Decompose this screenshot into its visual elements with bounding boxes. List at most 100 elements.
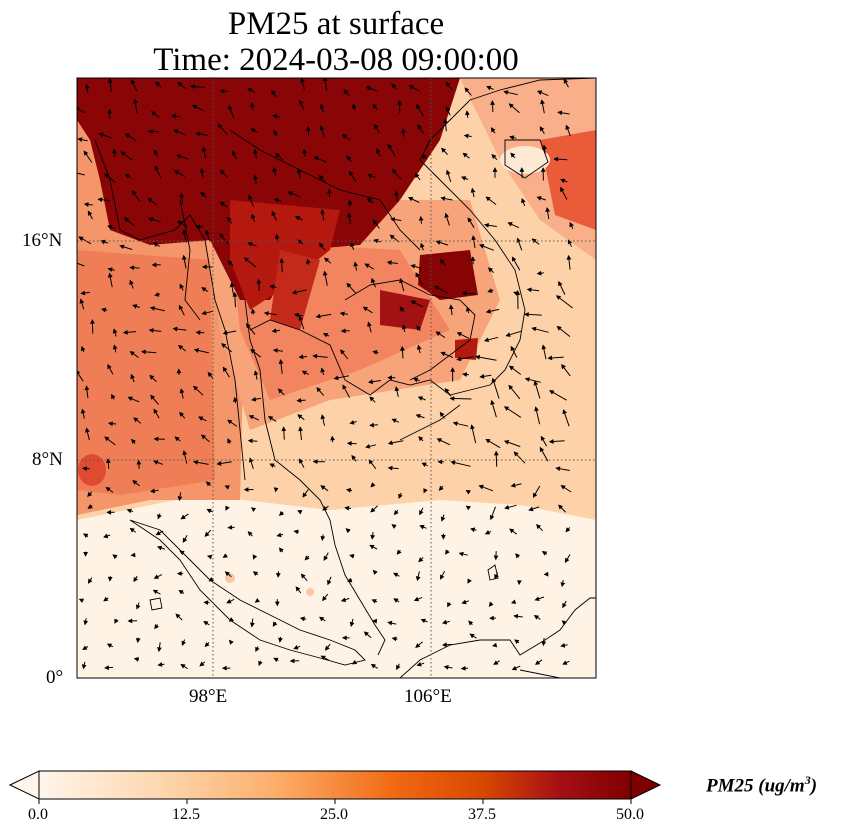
wind-arrowhead bbox=[536, 90, 543, 95]
wind-arrowhead bbox=[491, 377, 497, 383]
wind-arrowhead bbox=[312, 459, 318, 465]
wind-arrowhead bbox=[279, 257, 285, 263]
wind-arrowhead bbox=[112, 148, 117, 154]
lon-tick-98e: 98°E bbox=[189, 686, 228, 707]
wind-arrowhead bbox=[371, 599, 377, 604]
wind-arrowhead bbox=[396, 664, 401, 671]
wind-arrowhead bbox=[418, 557, 424, 563]
wind-arrowhead bbox=[479, 373, 485, 379]
wind-arrowhead bbox=[549, 390, 555, 395]
wind-arrowhead bbox=[77, 260, 78, 262]
wind-arrowhead bbox=[440, 516, 446, 522]
wind-arrowhead bbox=[250, 128, 256, 133]
wind-arrowhead bbox=[327, 579, 332, 586]
wind-arrowhead bbox=[465, 306, 471, 312]
wind-arrowhead bbox=[299, 99, 304, 105]
wind-arrowhead bbox=[156, 545, 163, 551]
wind-arrowhead bbox=[126, 508, 132, 514]
wind-arrowhead bbox=[365, 85, 371, 91]
wind-arrowhead bbox=[297, 414, 303, 420]
wind-arrowhead bbox=[349, 420, 355, 425]
wind-arrowhead bbox=[147, 129, 153, 134]
wind-arrowhead bbox=[493, 450, 499, 456]
wind-arrowhead bbox=[561, 620, 567, 626]
wind-arrowhead bbox=[225, 505, 230, 511]
wind-arrowhead bbox=[465, 110, 470, 116]
wind-arrowhead bbox=[460, 176, 467, 181]
wind-arrowhead bbox=[420, 618, 426, 624]
wind-arrowhead bbox=[289, 658, 295, 664]
wind-arrowhead bbox=[415, 576, 421, 582]
wind-arrowhead bbox=[179, 283, 185, 289]
wind-arrowhead bbox=[410, 264, 416, 269]
wind-arrowhead bbox=[316, 387, 322, 393]
wind-arrowhead bbox=[253, 370, 259, 376]
wind-arrowhead bbox=[252, 554, 258, 560]
wind-arrowhead bbox=[465, 505, 471, 511]
wind-arrowhead bbox=[207, 371, 213, 378]
wind-arrowhead bbox=[147, 197, 153, 203]
wind-arrowhead bbox=[82, 466, 88, 471]
wind-arrowhead bbox=[330, 435, 335, 441]
lat-tick-16n: 16°N bbox=[22, 230, 63, 251]
wind-arrowhead bbox=[248, 415, 254, 420]
wind-arrowhead bbox=[177, 496, 183, 502]
wind-arrowhead bbox=[439, 258, 445, 265]
wind-arrowhead bbox=[505, 332, 511, 337]
wind-arrowhead bbox=[569, 221, 574, 228]
wind-arrowhead bbox=[543, 571, 549, 577]
colorbar-label: PM25 (ug/m3) bbox=[706, 773, 817, 797]
wind-arrowhead bbox=[503, 406, 510, 411]
wind-arrowhead bbox=[133, 576, 138, 583]
wind-arrowhead bbox=[448, 304, 454, 310]
wind-arrowhead bbox=[154, 292, 160, 297]
colorbar bbox=[8, 770, 662, 804]
wind-arrowhead bbox=[243, 257, 250, 263]
wind-arrowhead bbox=[203, 600, 209, 605]
wind-arrowhead bbox=[436, 438, 442, 443]
wind-arrowhead bbox=[245, 323, 251, 329]
wind-arrowhead bbox=[539, 446, 545, 453]
wind-arrowhead bbox=[540, 167, 546, 172]
wind-arrowhead bbox=[224, 571, 230, 577]
wind-arrow bbox=[77, 172, 85, 176]
wind-arrowhead bbox=[467, 578, 472, 584]
wind-arrowhead bbox=[475, 354, 481, 360]
wind-arrowhead bbox=[560, 178, 566, 184]
wind-arrowhead bbox=[87, 504, 93, 509]
wind-arrowhead bbox=[97, 197, 103, 203]
wind-arrowhead bbox=[227, 525, 233, 530]
wind-arrowhead bbox=[270, 89, 276, 96]
wind-arrowhead bbox=[298, 458, 304, 464]
wind-arrowhead bbox=[363, 631, 369, 637]
wind-arrowhead bbox=[293, 529, 299, 535]
wind-arrowhead bbox=[272, 348, 278, 353]
wind-arrowhead bbox=[87, 210, 93, 216]
wind-arrowhead bbox=[340, 328, 346, 334]
wind-arrowhead bbox=[298, 426, 303, 432]
wind-arrowhead bbox=[372, 350, 378, 355]
wind-arrowhead bbox=[369, 396, 375, 402]
wind-arrowhead bbox=[222, 366, 228, 372]
colorbar-label-end: ) bbox=[810, 775, 818, 797]
wind-arrowhead bbox=[296, 168, 302, 174]
wind-arrowhead bbox=[221, 665, 227, 671]
wind-arrowhead bbox=[410, 300, 416, 305]
wind-arrowhead bbox=[536, 270, 542, 276]
wind-arrowhead bbox=[132, 480, 138, 485]
wind-arrowhead bbox=[322, 78, 328, 82]
wind-arrowhead bbox=[341, 134, 347, 139]
wind-arrowhead bbox=[412, 377, 419, 383]
wind-arrowhead bbox=[372, 618, 378, 624]
wind-arrowhead bbox=[193, 348, 199, 353]
wind-arrowhead bbox=[456, 332, 463, 337]
wind-arrowhead bbox=[119, 244, 125, 250]
wind-arrowhead bbox=[487, 288, 493, 293]
wind-arrowhead bbox=[173, 129, 179, 134]
wind-arrowhead bbox=[387, 143, 393, 150]
wind-arrowhead bbox=[532, 492, 538, 498]
wind-arrowhead bbox=[386, 260, 392, 266]
wind-arrowhead bbox=[419, 524, 425, 530]
wind-arrowhead bbox=[511, 665, 517, 671]
